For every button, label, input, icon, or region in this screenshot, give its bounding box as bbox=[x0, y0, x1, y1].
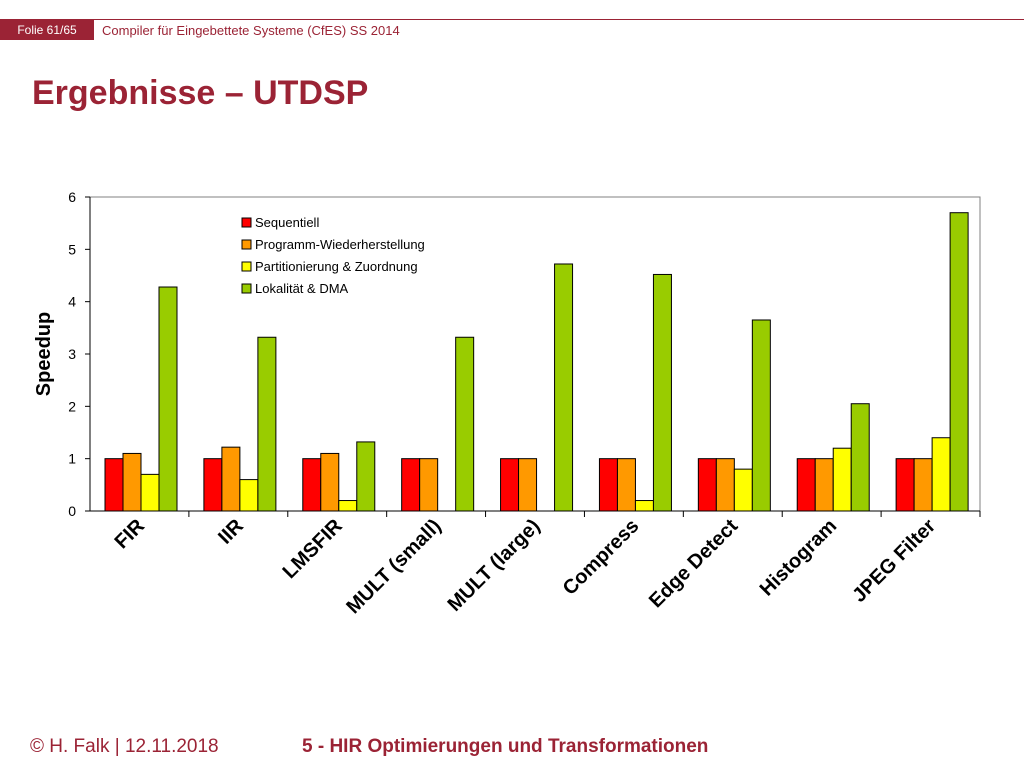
y-tick-label: 3 bbox=[68, 346, 76, 362]
slide-number-badge: Folie 61/65 bbox=[0, 20, 94, 40]
x-tick-label: FIR bbox=[111, 515, 150, 554]
y-tick-label: 4 bbox=[68, 294, 76, 310]
bar bbox=[518, 458, 538, 512]
legend-label: Sequentiell bbox=[255, 215, 319, 230]
y-tick-label: 0 bbox=[68, 503, 76, 519]
legend-label: Partitionierung & Zuordnung bbox=[255, 259, 418, 274]
bar bbox=[733, 468, 753, 512]
x-tick-label: Histogram bbox=[756, 515, 841, 600]
bar bbox=[338, 500, 358, 512]
bar bbox=[158, 286, 178, 512]
x-tick-label: MULT (small) bbox=[342, 515, 445, 618]
bar bbox=[356, 441, 376, 512]
x-tick-label: Edge Detect bbox=[645, 515, 743, 613]
bar bbox=[203, 458, 223, 512]
y-tick-label: 5 bbox=[68, 241, 76, 257]
bar bbox=[634, 500, 654, 512]
y-tick-label: 2 bbox=[68, 398, 76, 414]
page-title: Ergebnisse – UTDSP bbox=[32, 74, 369, 112]
legend-swatch bbox=[241, 283, 252, 294]
bar bbox=[239, 479, 259, 512]
header-rule bbox=[0, 19, 1024, 20]
legend-label: Programm-Wiederherstellung bbox=[255, 237, 425, 252]
bar bbox=[455, 336, 475, 512]
bar bbox=[140, 473, 160, 512]
x-tick-label: IIR bbox=[214, 515, 248, 549]
bar bbox=[751, 319, 771, 512]
bar bbox=[931, 437, 951, 512]
legend-swatch bbox=[241, 261, 252, 272]
legend-swatch bbox=[241, 239, 252, 250]
x-tick-label: JPEG Filter bbox=[848, 515, 940, 607]
bar bbox=[257, 336, 277, 512]
bar bbox=[913, 458, 933, 512]
bar bbox=[104, 458, 124, 512]
y-tick-label: 1 bbox=[68, 451, 76, 467]
bar bbox=[554, 263, 574, 512]
x-tick-label: LMSFIR bbox=[279, 515, 348, 584]
bar bbox=[500, 458, 520, 512]
bar bbox=[697, 458, 717, 512]
x-tick-label: Compress bbox=[559, 515, 644, 600]
x-tick-label: MULT (large) bbox=[444, 515, 545, 616]
bar bbox=[796, 458, 816, 512]
bar bbox=[320, 452, 340, 512]
bar bbox=[949, 212, 969, 512]
bar bbox=[895, 458, 915, 512]
bar bbox=[850, 403, 870, 512]
footer-chapter: 5 - HIR Optimierungen und Transformation… bbox=[302, 736, 709, 757]
bar bbox=[652, 273, 672, 512]
bar bbox=[715, 458, 735, 512]
bar bbox=[832, 447, 852, 512]
bar bbox=[598, 458, 618, 512]
bar bbox=[419, 458, 439, 512]
bar bbox=[401, 458, 421, 512]
legend-swatch bbox=[241, 217, 252, 228]
bar bbox=[122, 452, 142, 512]
bar bbox=[616, 458, 636, 512]
bar bbox=[302, 458, 322, 512]
y-tick-label: 6 bbox=[68, 189, 76, 205]
bar bbox=[814, 458, 834, 512]
course-title: Compiler für Eingebettete Systeme (CfES)… bbox=[102, 23, 400, 38]
footer-author-date: © H. Falk | 12.11.2018 bbox=[30, 736, 219, 757]
y-axis-label: Speedup bbox=[33, 312, 55, 396]
legend-label: Lokalität & DMA bbox=[255, 281, 349, 296]
bar bbox=[221, 446, 241, 512]
